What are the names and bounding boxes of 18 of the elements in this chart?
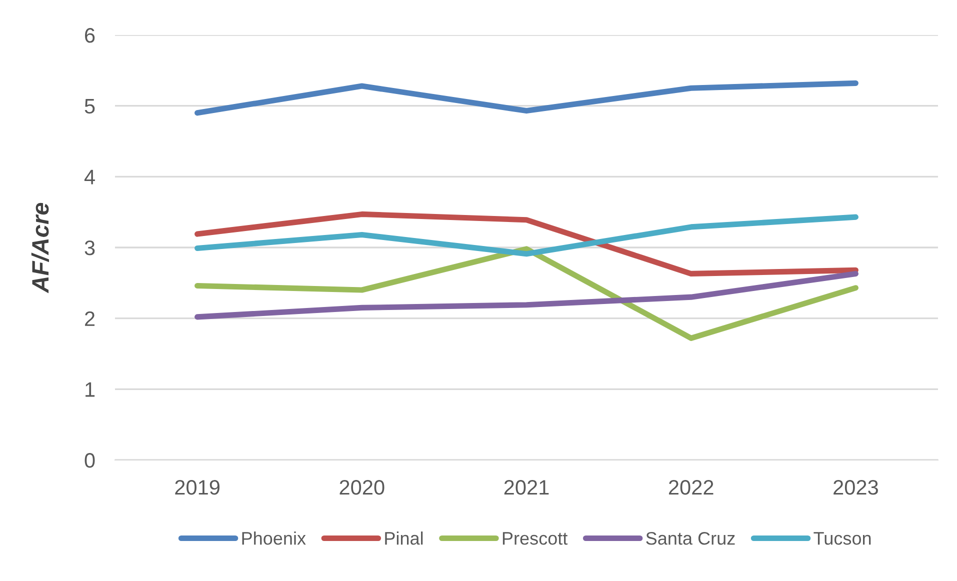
x-tick-label: 2023 xyxy=(834,480,878,495)
x-tick-label: 2019 xyxy=(175,480,220,495)
y-tick-label: 1 xyxy=(86,382,95,397)
y-tick-label: 6 xyxy=(85,28,95,43)
x-tick-label: 2020 xyxy=(340,480,384,495)
legend-label: Pinal xyxy=(385,532,423,545)
y-tick-label: 0 xyxy=(84,453,95,468)
legend-label: Santa Cruz xyxy=(646,532,735,545)
y-tick-label: 3 xyxy=(84,240,95,256)
legend-label: Tucson xyxy=(814,532,871,545)
y-axis-title: AF/Acre xyxy=(31,202,49,294)
x-tick-label: 2022 xyxy=(668,480,714,495)
y-tick-label: 2 xyxy=(85,311,95,326)
legend-label: Phoenix xyxy=(242,532,306,545)
x-tick-label: 2021 xyxy=(504,480,549,495)
legend-label: Prescott xyxy=(502,532,568,545)
y-tick-label: 4 xyxy=(84,170,95,184)
y-tick-label: 5 xyxy=(84,99,95,114)
